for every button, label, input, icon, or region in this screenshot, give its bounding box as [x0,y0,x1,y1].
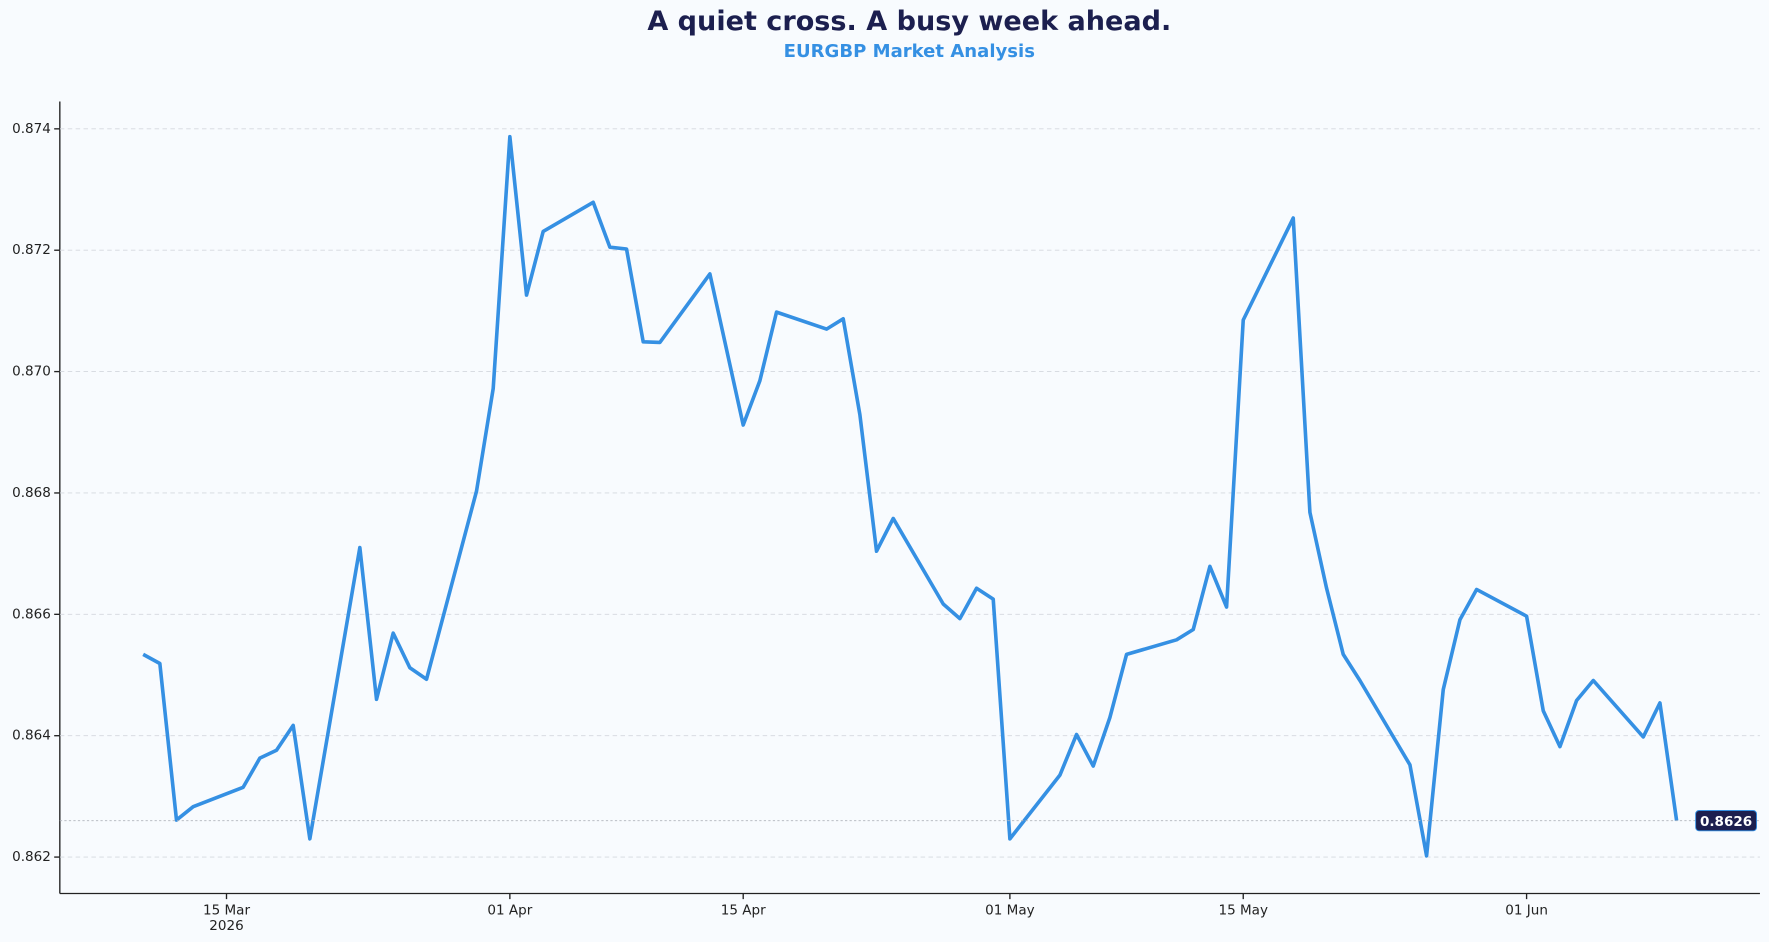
x-tick-label: 15 Apr [721,902,766,918]
x-tick-label: 15 May [1219,902,1268,918]
y-tick-label: 0.872 [12,242,51,258]
y-tick-label: 0.874 [12,121,51,137]
x-year-label: 2026 [209,918,243,934]
x-tick-label: 15 Mar [203,902,250,918]
x-tick-label: 01 Apr [487,902,532,918]
x-tick-label: 01 May [985,902,1034,918]
y-tick-label: 0.864 [12,728,51,744]
y-tick-label: 0.866 [12,606,51,622]
last-value-label: 0.8626 [1700,814,1752,830]
x-tick-label: 01 Jun [1505,902,1548,918]
series-line [142,134,1679,858]
y-tick-label: 0.868 [12,485,51,501]
chart-subtitle: EURGBP Market Analysis [784,41,1035,62]
chart-title: A quiet cross. A busy week ahead. [647,6,1171,37]
y-tick-label: 0.870 [12,364,51,380]
y-tick-label: 0.862 [12,849,51,865]
last-value-badge [1695,810,1758,832]
